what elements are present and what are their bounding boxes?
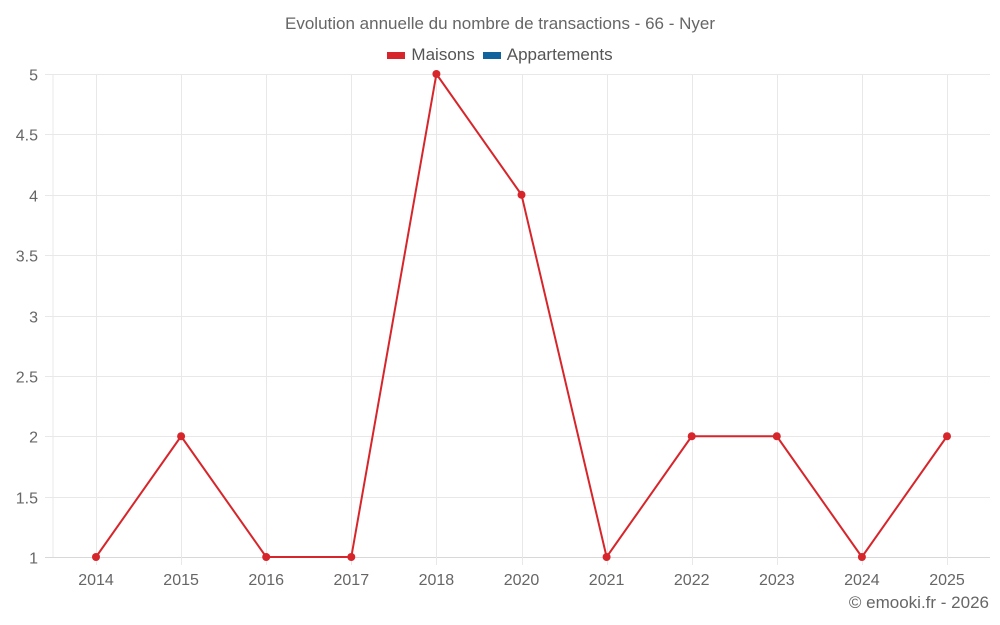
legend-item-maisons[interactable]: Maisons (387, 45, 475, 65)
series-maisons[interactable] (92, 70, 951, 561)
y-tick-label: 2 (29, 430, 38, 447)
y-tick-label: 4.5 (16, 128, 38, 145)
data-point[interactable] (92, 553, 100, 561)
data-point[interactable] (602, 553, 611, 561)
legend-item-appartements[interactable]: Appartements (482, 45, 613, 65)
legend-swatch-maisons (387, 51, 406, 59)
x-tick-label: 2016 (248, 572, 284, 589)
y-tick-label: 3 (29, 310, 38, 327)
gridlines (45, 74, 990, 565)
y-tick-label: 1 (29, 551, 38, 568)
y-axis: 1 1.5 2 2.5 3 3.5 4 4.5 5 (16, 68, 38, 568)
x-tick-label: 2021 (589, 572, 625, 589)
data-point[interactable] (517, 190, 526, 199)
data-point[interactable] (857, 553, 866, 561)
x-tick-label: 2014 (78, 572, 114, 589)
x-tick-label: 2018 (419, 572, 455, 589)
data-point[interactable] (432, 70, 441, 78)
y-tick-label: 4 (29, 189, 38, 206)
legend-swatch-appartements (482, 51, 501, 59)
data-point[interactable] (347, 553, 356, 561)
y-tick-label: 3.5 (16, 249, 38, 266)
data-point[interactable] (687, 432, 696, 441)
chart-title: Evolution annuelle du nombre de transact… (285, 14, 715, 33)
chart-legend: Maisons Appartements (0, 45, 1000, 65)
x-tick-label: 2020 (504, 572, 540, 589)
data-point[interactable] (943, 432, 951, 441)
data-point[interactable] (177, 432, 186, 441)
x-tick-label: 2017 (334, 572, 370, 589)
x-tick-label: 2025 (929, 572, 965, 589)
y-tick-label: 1.5 (16, 491, 38, 508)
x-tick-label: 2023 (759, 572, 795, 589)
legend-label-maisons: Maisons (411, 45, 475, 64)
x-tick-label: 2022 (674, 572, 710, 589)
data-point[interactable] (262, 553, 271, 561)
x-axis: 2014 2015 2016 2017 2018 2020 2021 2022 2023 2024… (78, 572, 965, 589)
series-line (95, 73, 948, 558)
x-tick-label: 2015 (163, 572, 199, 589)
copyright-credit: © emooki.fr - 2026 (848, 593, 989, 612)
y-tick-label: 2.5 (16, 370, 38, 387)
legend-label-appartements: Appartements (506, 45, 613, 64)
x-tick-label: 2024 (844, 572, 880, 589)
y-tick-label: 5 (29, 68, 38, 85)
data-point[interactable] (772, 432, 781, 441)
